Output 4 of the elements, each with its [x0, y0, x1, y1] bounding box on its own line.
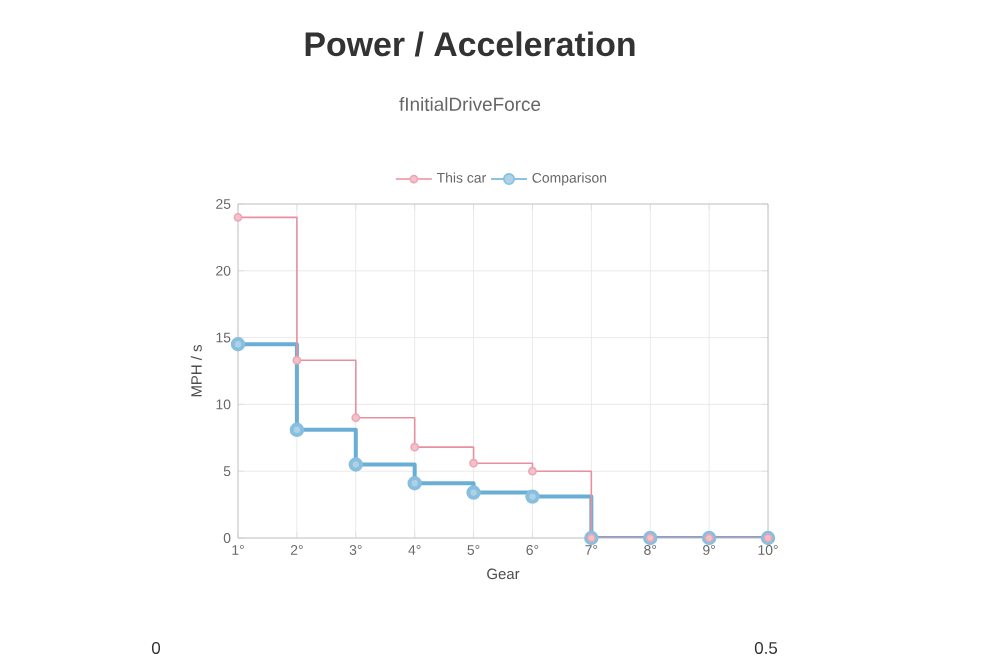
text: 0.5 — [754, 642, 778, 654]
chart-title: Power / Acceleration — [305, 31, 635, 57]
chart-subtitle: fInitialDriveForce — [399, 97, 541, 111]
text: 0 — [151, 642, 161, 654]
